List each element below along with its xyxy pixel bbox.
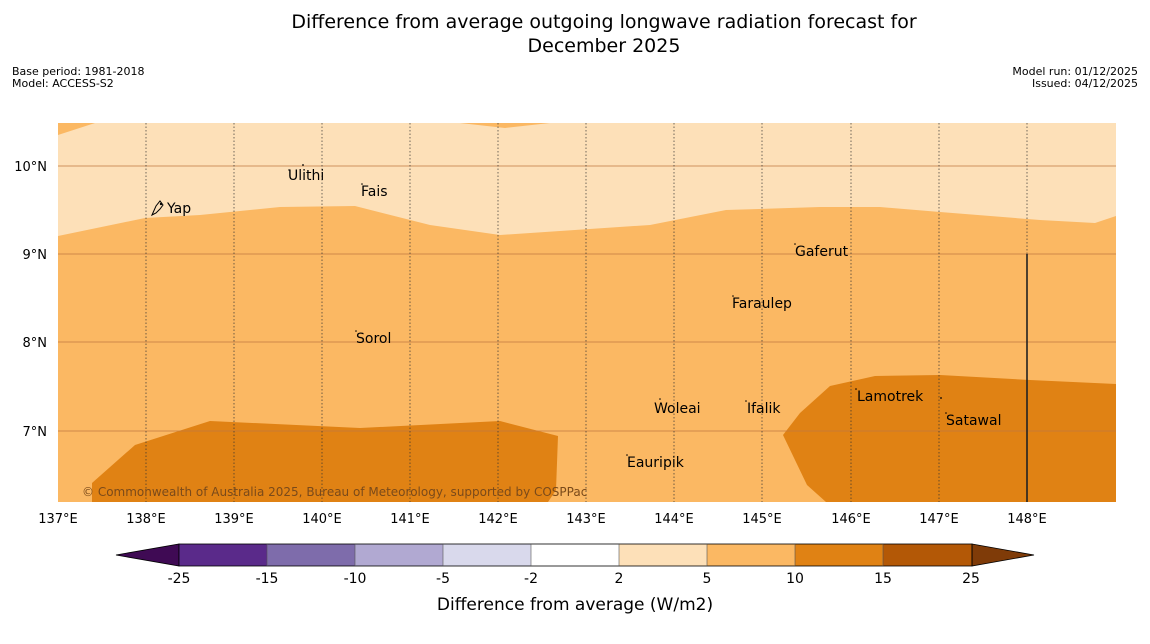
fais-islet [361,183,363,185]
lamotrek-islet [855,388,857,390]
woleai-islet [659,398,661,400]
ifalik-islet [745,400,747,402]
colorbar: -25 -15 -10 -5 -2 2 5 10 15 25 Differenc… [115,543,1035,615]
lat-tick-label: 9°N [23,248,48,263]
place-label: Woleai [654,401,701,417]
eauripik-islet [626,454,628,456]
lon-tick-label: 141°E [390,512,430,527]
place-label: Satawal [946,413,1001,429]
colorbar-segment [883,544,972,566]
copyright-notice: © Commonwealth of Australia 2025, Bureau… [82,485,587,499]
band-10-15-region-south [92,421,558,502]
colorbar-segment [619,544,707,566]
place-label: Lamotrek [857,389,924,405]
metadata-right: Model run: 01/12/2025 Issued: 04/12/2025 [1012,66,1138,90]
place-label: Ulithi [288,168,324,184]
ulithi-islet [302,164,304,166]
band-10-15-region-east [783,375,1116,502]
colorbar-tick-label: 2 [615,571,624,587]
gaferut-islet [794,243,796,245]
colorbar-segment [531,544,619,566]
lon-tick-label: 144°E [654,512,694,527]
lon-tick-label: 146°E [831,512,871,527]
lon-tick-labels: 137°E 138°E 139°E 140°E 141°E 142°E 143°… [38,512,1047,527]
colorbar-tick-label: -15 [256,571,279,587]
place-label: Gaferut [795,244,849,260]
lat-tick-label: 10°N [14,160,47,175]
colorbar-tick-label: 5 [703,571,712,587]
issued-date: Issued: 04/12/2025 [1031,77,1138,90]
colorbar-segment [179,544,267,566]
colorbar-segment [267,544,355,566]
lon-tick-label: 137°E [38,512,78,527]
place-label: Sorol [356,331,391,347]
lon-tick-label: 140°E [302,512,342,527]
lon-tick-label: 138°E [126,512,166,527]
lon-tick-label: 142°E [478,512,518,527]
lon-tick-label: 139°E [214,512,254,527]
colorbar-tick-label: -2 [524,571,538,587]
colorbar-tick-label: 10 [786,571,804,587]
place-label: Faraulep [732,296,792,312]
chart-title: Difference from average outgoing longwav… [0,10,1150,58]
lat-tick-label: 8°N [23,336,48,351]
sorol-islet [355,330,357,332]
metadata-left: Base period: 1981-2018 Model: ACCESS-S2 [12,66,144,90]
model-name: Model: ACCESS-S2 [12,77,114,90]
yap-islet [159,202,163,206]
colorbar-label: Difference from average (W/m2) [437,595,713,615]
islands [150,164,947,456]
colorbar-tick-label: -10 [344,571,367,587]
place-label: Fais [361,184,388,200]
band-2-5-region [58,123,1116,236]
lon-tick-label: 147°E [919,512,959,527]
model-run: Model run: 01/12/2025 [1012,65,1138,78]
lat-tick-labels: 10°N 9°N 8°N 7°N [14,160,47,440]
place-label: Eauripik [627,455,685,471]
place-labels: Yap Ulithi Fais Gaferut Faraulep Sorol L… [166,168,1001,471]
colorbar-tick-label: -25 [168,571,191,587]
colorbar-tick-label: 25 [962,571,980,587]
lat-tick-label: 7°N [23,425,48,440]
colorbar-extend-high [971,543,1035,567]
colorbar-outline [178,543,973,567]
title-line-2: December 2025 [527,35,681,57]
title-line-1: Difference from average outgoing longwav… [291,11,917,33]
colorbar-tick-label: 15 [874,571,892,587]
place-label: Yap [166,201,191,217]
lamotrek-islet-2 [940,397,942,399]
map-panel: Yap Ulithi Fais Gaferut Faraulep Sorol L… [58,123,1116,502]
place-label: Ifalik [747,401,781,417]
faraulep-islet [732,295,734,297]
colorbar-segment [355,544,443,566]
lon-tick-label: 143°E [566,512,606,527]
colorbar-tick-label: -5 [436,571,450,587]
ulithi-islet-2 [288,169,290,171]
graticule [58,123,1116,502]
yap-island-shape [150,200,164,217]
colorbar-dividers [266,544,884,566]
colorbar-extend-low [115,543,180,567]
colorbar-segment [795,544,883,566]
lon-tick-label: 148°E [1007,512,1047,527]
base-period: Base period: 1981-2018 [12,65,145,78]
colorbar-segment [707,544,795,566]
lon-tick-label: 145°E [742,512,782,527]
colorbar-segment [443,544,531,566]
satawal-islet [945,412,947,414]
